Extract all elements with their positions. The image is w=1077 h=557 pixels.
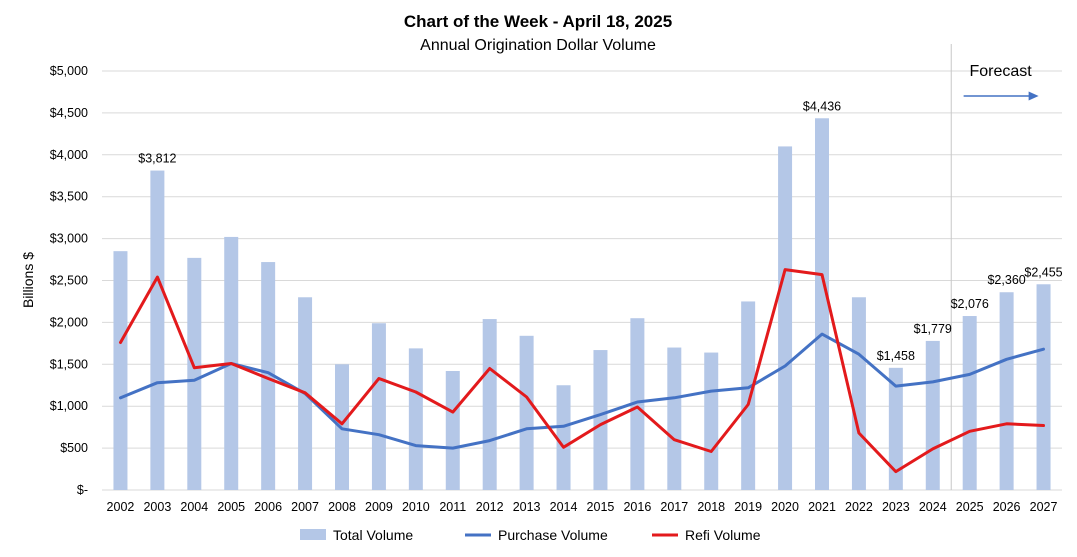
y-tick-label: $- <box>77 483 88 497</box>
y-tick-label: $500 <box>60 441 88 455</box>
bar-2013 <box>519 335 534 490</box>
bar-2004 <box>187 257 202 490</box>
data-labels: $3,812 $4,436 $1,458 $1,779 $2,076 $2,360$2,4… <box>138 99 1062 363</box>
line-series <box>119 268 1045 474</box>
bar-2023 <box>888 367 903 490</box>
chart-subtitle: Annual Origination Dollar Volume <box>420 37 656 54</box>
x-tick-label: 2012 <box>476 500 504 514</box>
bar-2014 <box>556 385 571 490</box>
bar-2003 <box>150 170 165 491</box>
bar-2011 <box>445 371 460 490</box>
line-refi-volume <box>119 268 1045 474</box>
legend-total-volume-swatch <box>300 529 326 540</box>
x-tick-label: 2021 <box>808 500 836 514</box>
y-tick-label: $1,000 <box>50 399 88 413</box>
bar-2012 <box>482 319 497 490</box>
legend-purchase-volume-label: Purchase Volume <box>498 527 608 543</box>
x-tick-label: 2020 <box>771 500 799 514</box>
x-tick-label: 2022 <box>845 500 873 514</box>
y-axis-label: Billions $ <box>20 252 36 308</box>
x-tick-label: 2002 <box>107 500 135 514</box>
data-label-2003: $3,812 <box>138 152 176 166</box>
y-tick-label: $1,500 <box>50 357 88 371</box>
x-tick-label: 2024 <box>919 500 947 514</box>
bar-2015 <box>593 350 608 490</box>
x-tick-label: 2006 <box>254 500 282 514</box>
bar-2024 <box>925 340 940 490</box>
legend-total-volume-label: Total Volume <box>333 527 413 543</box>
data-label-2025: $2,076 <box>951 297 989 311</box>
gridlines <box>102 70 1062 491</box>
bar-2027 <box>1036 284 1051 490</box>
bar-2025 <box>962 316 977 490</box>
bar-2010 <box>408 348 423 490</box>
x-tick-label: 2013 <box>513 500 541 514</box>
x-tick-label: 2009 <box>365 500 393 514</box>
bar-2006 <box>261 262 276 490</box>
bar-2017 <box>667 347 682 490</box>
x-tick-label: 2003 <box>143 500 171 514</box>
x-tick-label: 2005 <box>217 500 245 514</box>
x-tick-label: 2011 <box>439 500 466 514</box>
y-tick-label: $4,000 <box>50 148 88 162</box>
x-tick-labels: 2002 2003 2004 2005 2006 2007 2008 2009 2010 2011… <box>107 500 1058 514</box>
x-tick-label: 2010 <box>402 500 430 514</box>
y-tick-label: $2,000 <box>50 315 88 329</box>
forecast-arrowhead-icon <box>1028 91 1039 101</box>
y-tick-labels: $- $500 $1,000 $1,500 $2,000 $2,500 $3,000 $3,5… <box>50 64 88 497</box>
x-tick-label: 2007 <box>291 500 319 514</box>
data-label-2026: $2,360 <box>987 273 1025 287</box>
data-label-2027: $2,455 <box>1024 265 1062 279</box>
x-tick-label: 2025 <box>956 500 984 514</box>
forecast-label: Forecast <box>969 63 1032 80</box>
bar-2020 <box>778 146 793 491</box>
bar-2019 <box>741 301 756 490</box>
bar-2022 <box>851 297 866 490</box>
bar-2016 <box>630 318 645 490</box>
x-tick-label: 2014 <box>550 500 578 514</box>
line-purchase-volume <box>119 332 1045 450</box>
data-label-2024: $1,779 <box>914 322 952 336</box>
x-tick-label: 2015 <box>587 500 615 514</box>
y-tick-label: $3,000 <box>50 232 88 246</box>
x-tick-label: 2004 <box>180 500 208 514</box>
y-tick-label: $3,500 <box>50 190 88 204</box>
x-tick-label: 2008 <box>328 500 356 514</box>
bar-2021 <box>815 118 829 491</box>
bar-2026 <box>999 292 1014 490</box>
bar-2018 <box>704 352 719 490</box>
bar-2002 <box>113 251 128 490</box>
data-label-2021: $4,436 <box>803 99 841 113</box>
x-tick-label: 2019 <box>734 500 762 514</box>
forecast-region: Forecast <box>950 44 1039 490</box>
x-tick-label: 2026 <box>993 500 1021 514</box>
x-tick-label: 2023 <box>882 500 910 514</box>
x-tick-label: 2016 <box>623 500 651 514</box>
bar-2009 <box>371 323 386 490</box>
y-tick-label: $5,000 <box>50 64 88 78</box>
bars-total-volume <box>113 118 1051 491</box>
x-tick-label: 2027 <box>1030 500 1058 514</box>
x-tick-label: 2017 <box>660 500 688 514</box>
x-tick-label: 2018 <box>697 500 725 514</box>
legend-refi-volume-label: Refi Volume <box>685 527 761 543</box>
y-tick-label: $4,500 <box>50 106 88 120</box>
legend: Total Volume Purchase Volume Refi Volume <box>300 527 761 543</box>
y-tick-label: $2,500 <box>50 274 88 288</box>
data-label-2023: $1,458 <box>877 349 915 363</box>
chart-title: Chart of the Week - April 18, 2025 <box>404 12 672 31</box>
